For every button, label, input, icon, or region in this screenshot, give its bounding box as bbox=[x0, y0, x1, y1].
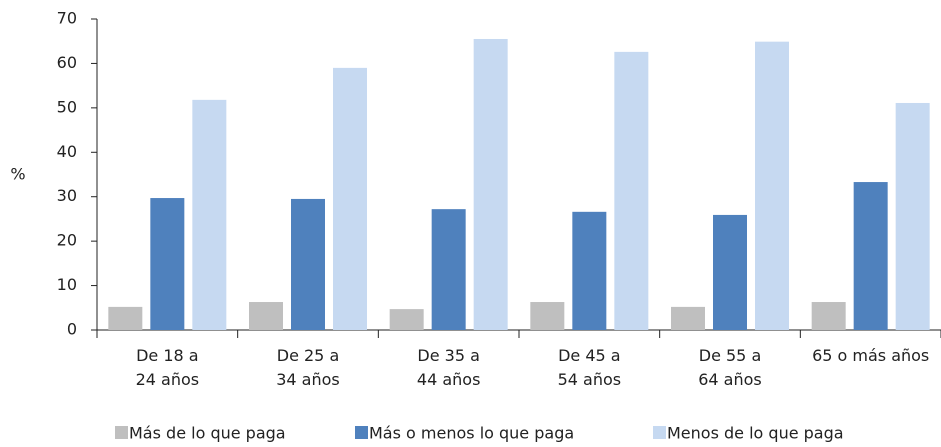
x-tick-label: De 55 a 64 años bbox=[698, 346, 762, 389]
x-tick-label: De 25 a 34 años bbox=[276, 346, 340, 389]
legend-swatch bbox=[355, 426, 368, 439]
bar bbox=[192, 99, 227, 330]
x-tick-label-line: 34 años bbox=[276, 370, 340, 389]
bar bbox=[530, 302, 565, 330]
x-tick-label-line: 64 años bbox=[698, 370, 762, 389]
x-tick-label-line: De 25 a bbox=[277, 346, 340, 365]
y-tick-label: 0 bbox=[67, 320, 77, 339]
y-axis-label: % bbox=[10, 165, 25, 184]
bar bbox=[572, 211, 607, 330]
legend-swatch bbox=[653, 426, 666, 439]
y-tick-label: 10 bbox=[57, 275, 77, 294]
x-tick-label-line: 44 años bbox=[417, 370, 481, 389]
x-tick-label-line: De 35 a bbox=[417, 346, 480, 365]
y-tick-label: 20 bbox=[57, 231, 77, 250]
bar bbox=[755, 41, 789, 331]
bar bbox=[895, 102, 930, 330]
y-tick-label: 40 bbox=[57, 142, 77, 161]
bar bbox=[333, 67, 367, 330]
x-tick-label-line: 65 o más años bbox=[812, 346, 929, 365]
x-tick-label-line: 24 años bbox=[136, 370, 200, 389]
y-tick-label: 60 bbox=[57, 53, 77, 72]
x-tick-label: De 18 a 24 años bbox=[136, 346, 200, 389]
x-tick-label: 65 o más años bbox=[812, 346, 929, 365]
legend-label: Más de lo que paga bbox=[129, 424, 286, 443]
bar bbox=[713, 214, 747, 330]
bar bbox=[473, 38, 508, 330]
bar bbox=[291, 198, 325, 330]
x-tick-label: De 45 a 54 años bbox=[558, 346, 622, 389]
legend-label: Más o menos lo que paga bbox=[369, 424, 574, 443]
bar bbox=[853, 182, 888, 330]
legend-swatch bbox=[115, 426, 128, 439]
y-tick-label: 30 bbox=[57, 186, 77, 205]
legend-label: Menos de lo que paga bbox=[667, 424, 844, 443]
bar bbox=[389, 309, 424, 330]
bar bbox=[671, 306, 705, 330]
y-tick-label: 50 bbox=[57, 97, 77, 116]
bar bbox=[108, 306, 143, 330]
bar bbox=[811, 302, 846, 330]
x-tick-label-line: De 45 a bbox=[558, 346, 621, 365]
x-tick-label-line: De 18 a bbox=[136, 346, 199, 365]
bar bbox=[431, 209, 466, 330]
x-tick-label-line: 54 años bbox=[558, 370, 622, 389]
x-tick-label: De 35 a 44 años bbox=[417, 346, 481, 389]
bar bbox=[249, 302, 283, 330]
x-tick-label-line: De 55 a bbox=[699, 346, 762, 365]
y-tick-label: 70 bbox=[57, 9, 77, 28]
bar bbox=[150, 198, 185, 330]
bar bbox=[614, 51, 649, 331]
